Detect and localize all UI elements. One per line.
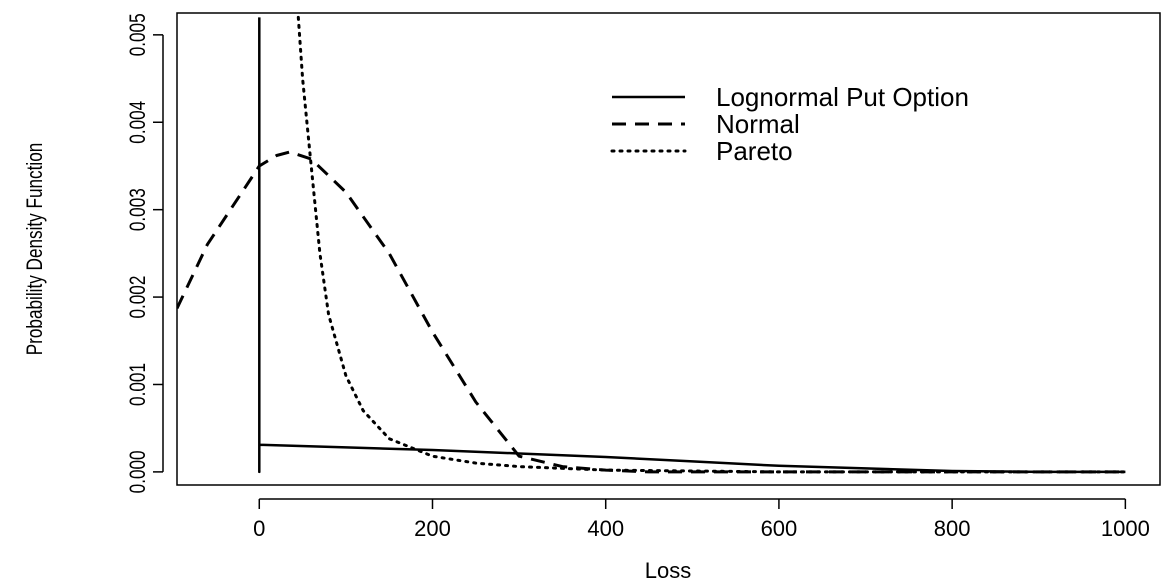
x-tick-label: 600	[761, 516, 798, 541]
plot-area	[176, 12, 1161, 486]
x-tick-label: 0	[253, 516, 265, 541]
y-tick-label: 0.005	[126, 13, 151, 56]
y-axis: 0.000 0.001 0.002 0.003 0.004 0.005	[126, 13, 164, 493]
x-tick-label: 1000	[1101, 516, 1150, 541]
x-axis: 0 200 400 600 800 1000	[253, 498, 1150, 541]
plot-frame	[176, 12, 1161, 486]
y-axis-title: Probability Density Function	[23, 143, 48, 356]
x-axis-title: Loss	[645, 558, 691, 583]
x-tick-label: 200	[414, 516, 451, 541]
x-tick-label: 800	[934, 516, 971, 541]
legend-label: Normal	[716, 109, 800, 139]
series-line-lognormal-put-option	[258, 17, 1126, 474]
y-tick-label: 0.002	[126, 276, 151, 319]
series-line-pareto	[296, 15, 1127, 474]
series-line-normal	[177, 150, 1126, 474]
y-tick-label: 0.001	[126, 363, 151, 406]
legend-label: Lognormal Put Option	[716, 82, 969, 112]
series-layer	[177, 15, 1127, 474]
x-tick-label: 400	[587, 516, 624, 541]
y-tick-label: 0.000	[126, 450, 151, 493]
y-tick-label: 0.004	[126, 101, 151, 144]
legend-label: Pareto	[716, 136, 793, 166]
y-tick-label: 0.003	[126, 188, 151, 231]
